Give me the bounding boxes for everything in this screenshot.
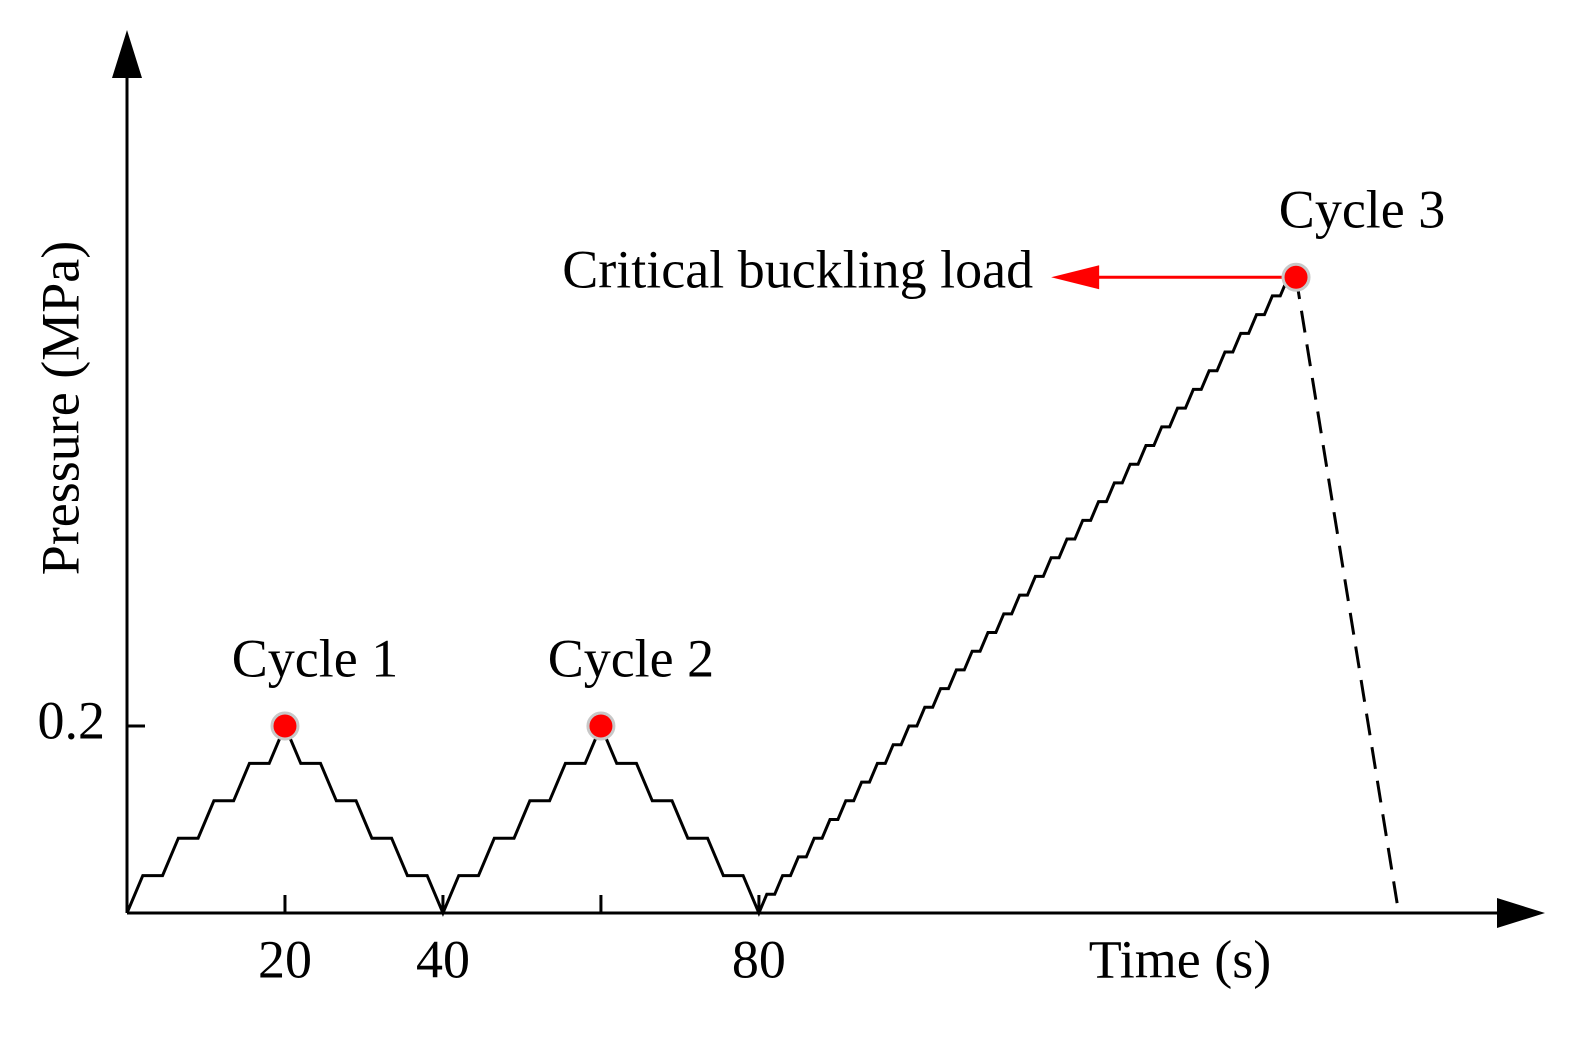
line	[125, 275, 1297, 917]
x-tick-label: 80	[732, 929, 786, 989]
annotation-arrowhead	[1051, 265, 1100, 290]
x-axis-label: Time (s)	[1089, 929, 1272, 989]
peak-marker	[270, 711, 300, 741]
cycle-label: Cycle 3	[1279, 180, 1445, 240]
cycle-label: Cycle 1	[232, 628, 398, 688]
dashed-line	[1294, 276, 1401, 914]
annotation: Critical buckling load	[562, 240, 1033, 300]
y-axis-arrow	[112, 30, 142, 78]
peak-marker	[586, 711, 616, 741]
peak-marker	[1281, 262, 1311, 292]
x-tick-label: 40	[416, 929, 470, 989]
y-tick-label: 0.2	[38, 690, 106, 750]
cycle-label: Cycle 2	[548, 628, 714, 688]
y-axis-label: Pressure (MPa)	[30, 241, 90, 575]
x-tick-label: 20	[258, 929, 312, 989]
x-axis-arrow	[1497, 898, 1545, 928]
